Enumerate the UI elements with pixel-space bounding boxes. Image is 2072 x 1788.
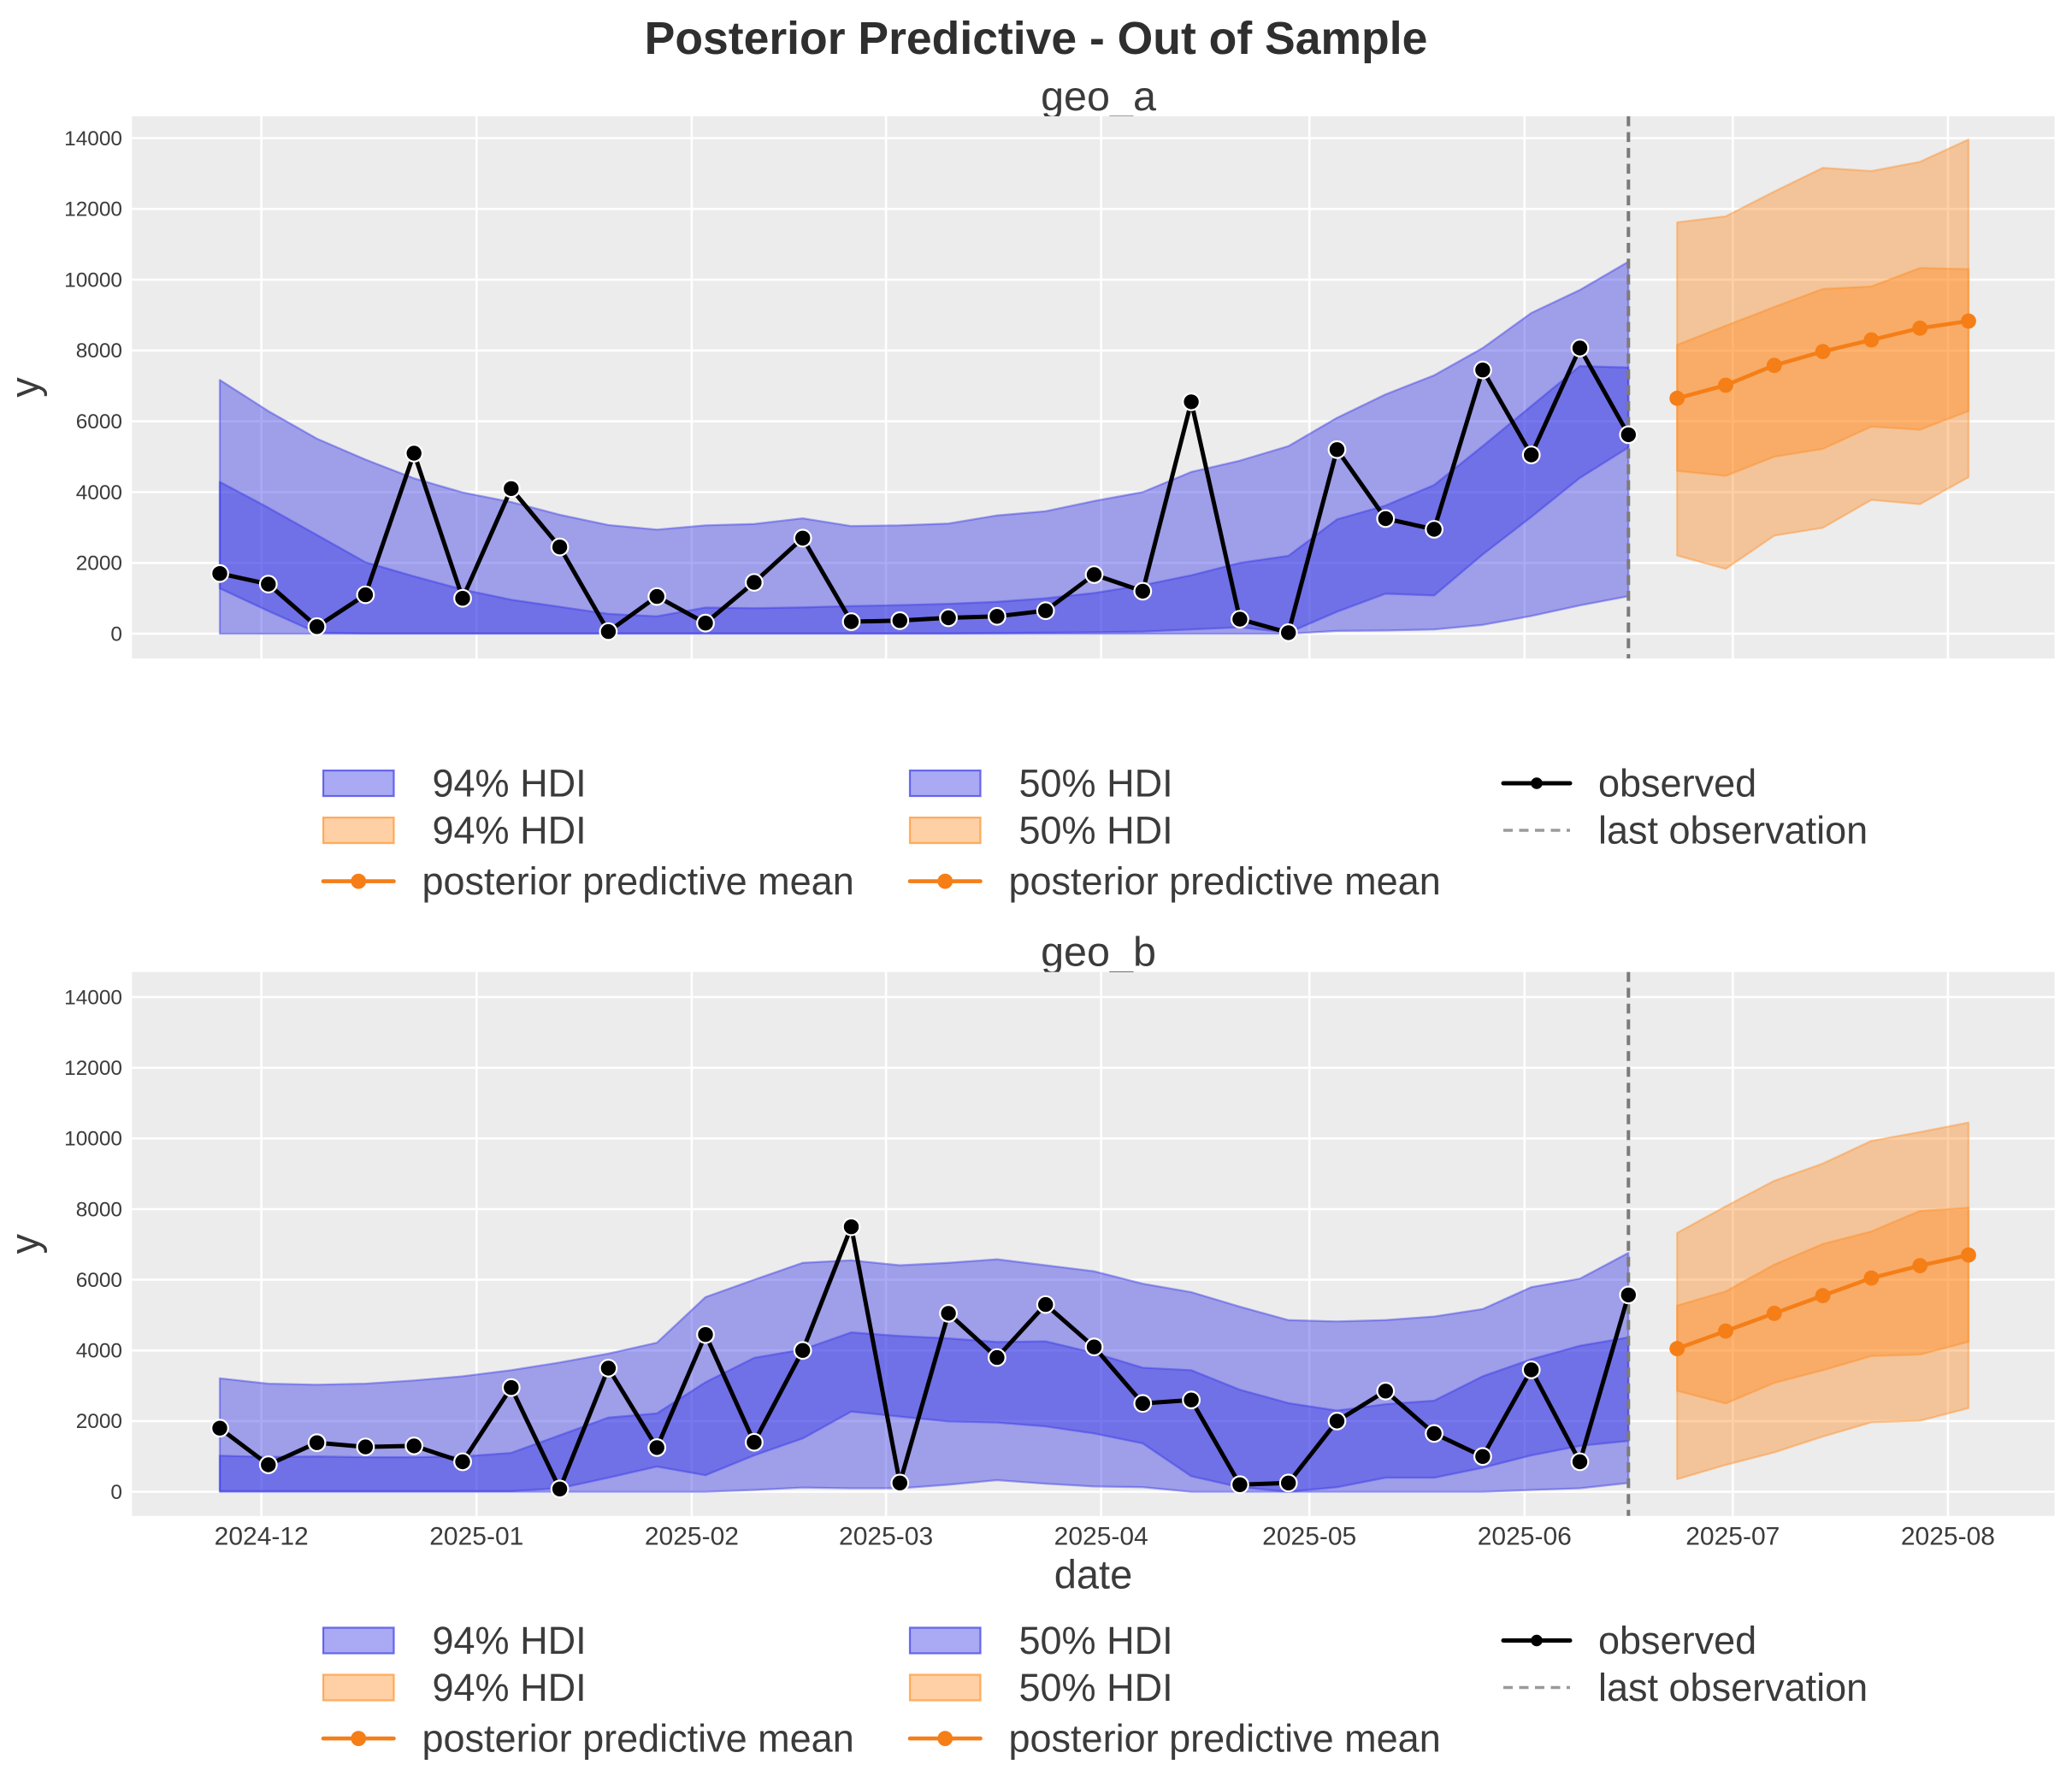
svg-text:y: y <box>2 377 47 398</box>
svg-text:94% HDI: 94% HDI <box>433 762 587 805</box>
svg-text:geo_b: geo_b <box>1041 929 1156 976</box>
svg-text:last observation: last observation <box>1598 809 1868 853</box>
svg-text:6000: 6000 <box>76 410 122 434</box>
svg-text:2025-01: 2025-01 <box>429 1523 523 1551</box>
svg-text:50% HDI: 50% HDI <box>1019 1666 1173 1709</box>
svg-text:94% HDI: 94% HDI <box>433 809 587 853</box>
svg-text:2024-12: 2024-12 <box>215 1523 309 1551</box>
svg-text:94% HDI: 94% HDI <box>433 1666 587 1709</box>
svg-text:6000: 6000 <box>76 1269 122 1292</box>
svg-text:14000: 14000 <box>64 127 122 150</box>
svg-text:2025-04: 2025-04 <box>1054 1523 1148 1551</box>
svg-text:0: 0 <box>110 623 122 646</box>
svg-text:Posterior Predictive - Out of: Posterior Predictive - Out of Sample <box>645 14 1428 64</box>
svg-text:50% HDI: 50% HDI <box>1019 809 1173 853</box>
svg-text:2025-08: 2025-08 <box>1901 1523 1995 1551</box>
svg-text:2025-02: 2025-02 <box>645 1523 739 1551</box>
svg-text:observed: observed <box>1598 762 1756 805</box>
svg-text:y: y <box>2 1234 47 1254</box>
svg-text:94% HDI: 94% HDI <box>433 1619 587 1662</box>
svg-text:12000: 12000 <box>64 198 122 221</box>
svg-text:10000: 10000 <box>64 268 122 292</box>
svg-text:50% HDI: 50% HDI <box>1019 762 1173 805</box>
svg-text:date: date <box>1054 1552 1132 1597</box>
svg-text:8000: 8000 <box>76 1198 122 1221</box>
svg-text:geo_a: geo_a <box>1041 74 1156 120</box>
svg-text:2025-06: 2025-06 <box>1478 1523 1572 1551</box>
svg-text:posterior predictive mean: posterior predictive mean <box>422 859 854 903</box>
svg-text:4000: 4000 <box>76 1340 122 1363</box>
svg-text:last observation: last observation <box>1598 1666 1868 1709</box>
svg-text:observed: observed <box>1598 1619 1756 1662</box>
svg-text:2000: 2000 <box>76 1410 122 1433</box>
svg-text:8000: 8000 <box>76 339 122 363</box>
svg-text:0: 0 <box>110 1481 122 1504</box>
svg-text:4000: 4000 <box>76 481 122 505</box>
svg-text:posterior predictive mean: posterior predictive mean <box>1009 859 1441 903</box>
svg-text:2000: 2000 <box>76 552 122 575</box>
svg-text:14000: 14000 <box>64 986 122 1009</box>
svg-text:posterior predictive mean: posterior predictive mean <box>1009 1717 1441 1761</box>
svg-text:posterior predictive mean: posterior predictive mean <box>422 1717 854 1761</box>
svg-text:2025-03: 2025-03 <box>839 1523 933 1551</box>
svg-text:10000: 10000 <box>64 1128 122 1151</box>
svg-text:50% HDI: 50% HDI <box>1019 1619 1173 1662</box>
svg-text:12000: 12000 <box>64 1057 122 1080</box>
svg-text:2025-05: 2025-05 <box>1262 1523 1356 1551</box>
svg-text:2025-07: 2025-07 <box>1685 1523 1780 1551</box>
